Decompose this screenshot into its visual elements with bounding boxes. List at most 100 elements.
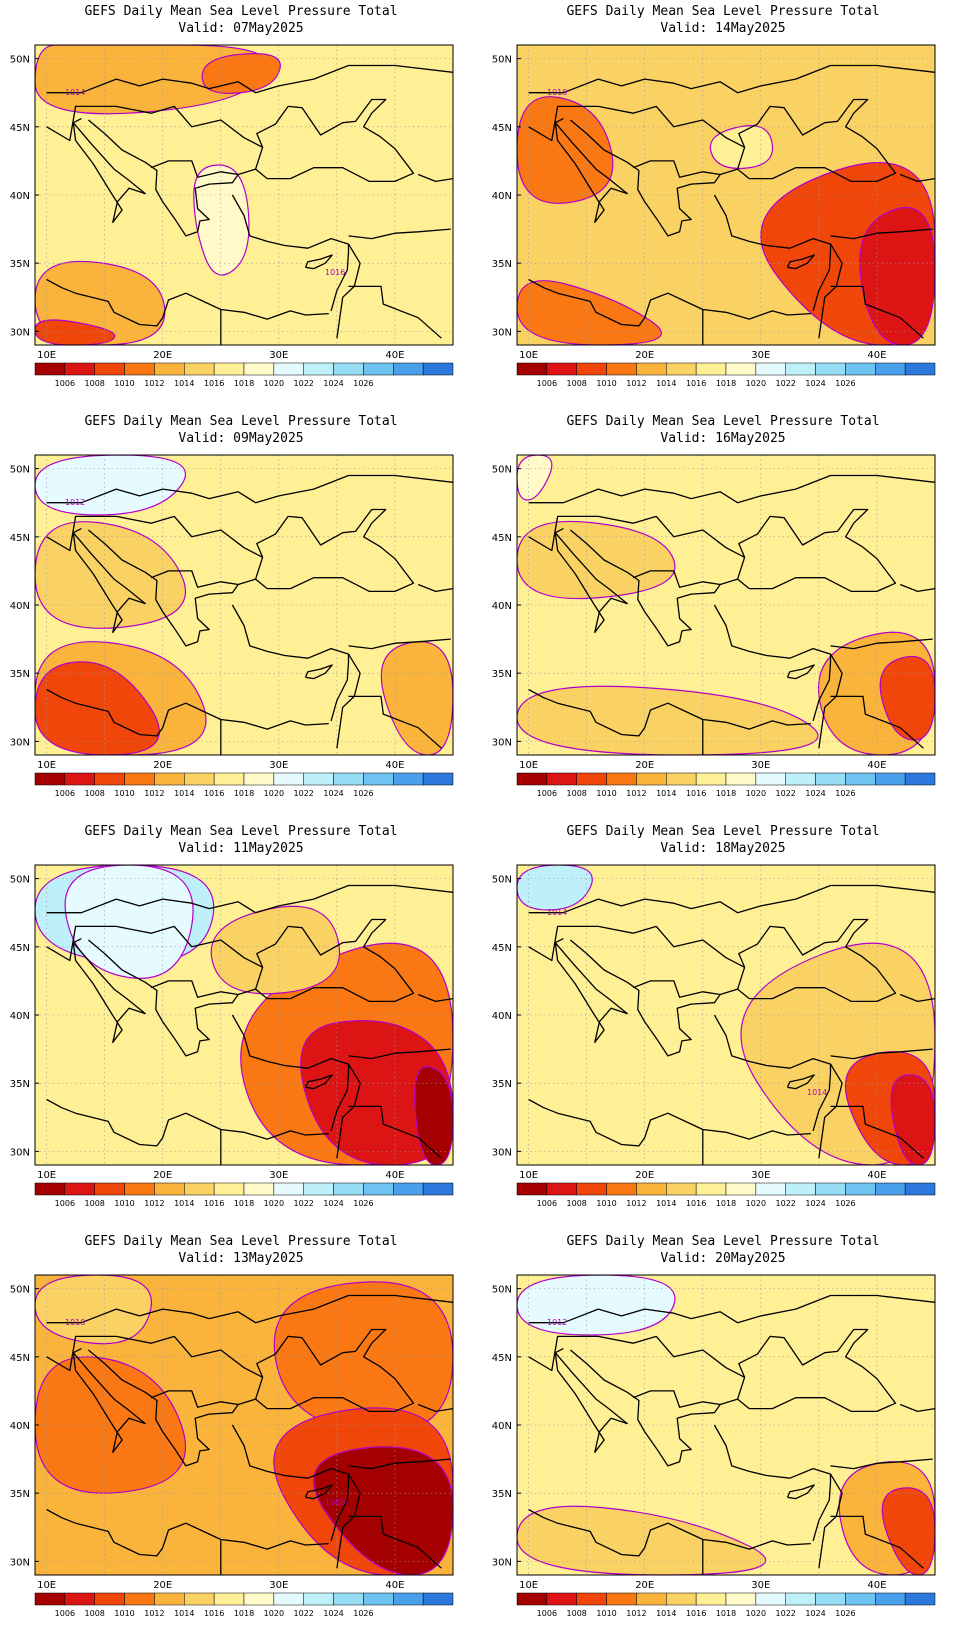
- contour-label: 1014: [547, 908, 567, 917]
- coastline: [569, 119, 750, 237]
- colorbar-swatch: [845, 772, 876, 786]
- coastline: [830, 228, 933, 240]
- colorbar-swatch: [576, 362, 607, 376]
- pressure-region: [517, 865, 593, 911]
- colorbar-label: 1020: [746, 1199, 766, 1208]
- lat-tick-label: 50N: [10, 1285, 30, 1296]
- colorbar-label: 1008: [85, 1199, 105, 1208]
- coastline: [736, 1328, 897, 1413]
- lat-tick-label: 45N: [10, 1353, 30, 1364]
- coastline: [598, 515, 745, 558]
- colorbar-label: 1024: [805, 789, 825, 798]
- panel-title: GEFS Daily Mean Sea Level Pressure Total: [84, 1234, 398, 1249]
- colorbar-label: 1010: [596, 379, 616, 388]
- colorbar-swatch: [546, 772, 577, 786]
- colorbar-label: 1006: [55, 379, 75, 388]
- colorbar-swatch: [333, 1182, 364, 1196]
- colorbar-swatch: [94, 772, 125, 786]
- lon-tick-label: 30E: [269, 350, 288, 361]
- map-panel: GEFS Daily Mean Sea Level Pressure Total…: [482, 410, 964, 820]
- colorbar-swatch: [333, 772, 364, 786]
- panel-title: GEFS Daily Mean Sea Level Pressure Total: [84, 414, 398, 429]
- colorbar-label: 1006: [55, 1609, 75, 1618]
- colorbar-swatch: [94, 1592, 125, 1606]
- lat-tick-label: 50N: [492, 465, 512, 476]
- coastline: [830, 695, 924, 749]
- colorbar-swatch: [695, 1592, 727, 1606]
- coastline: [336, 243, 361, 339]
- lat-tick-label: 30N: [10, 1557, 30, 1568]
- coastline: [528, 884, 935, 914]
- colorbar-label: 1016: [686, 379, 706, 388]
- pressure-region: [210, 905, 340, 995]
- colorbar-swatch: [393, 362, 424, 376]
- colorbar-label: 1022: [776, 1609, 796, 1618]
- colorbar-swatch: [363, 772, 394, 786]
- coastline: [632, 980, 721, 998]
- coastline: [818, 1473, 843, 1569]
- colorbar-swatch: [184, 1592, 215, 1606]
- coastline: [818, 1063, 843, 1159]
- colorbar-label: 1018: [234, 1609, 254, 1618]
- coastline: [554, 1348, 628, 1453]
- pressure-region: [64, 865, 194, 979]
- coastline: [786, 1484, 815, 1500]
- lon-tick-label: 40E: [867, 1170, 886, 1181]
- colorbar-label: 1018: [716, 379, 736, 388]
- colorbar-swatch: [273, 362, 304, 376]
- colorbar-swatch: [184, 772, 215, 786]
- coastline: [254, 1328, 415, 1413]
- lat-tick-label: 45N: [492, 533, 512, 544]
- lon-tick-label: 20E: [153, 760, 172, 771]
- colorbar-swatch: [576, 1182, 607, 1196]
- colorbar-swatch: [546, 1592, 577, 1606]
- coastline: [72, 528, 146, 633]
- colorbar-label: 1018: [234, 1199, 254, 1208]
- colorbar-label: 1008: [85, 1609, 105, 1618]
- colorbar-swatch: [34, 1592, 66, 1606]
- contour-label: 1014: [807, 1088, 827, 1097]
- coastline: [348, 638, 451, 650]
- panel-title: GEFS Daily Mean Sea Level Pressure Total: [84, 824, 398, 839]
- lat-tick-label: 45N: [10, 943, 30, 954]
- colorbar-swatch: [154, 362, 185, 376]
- lon-tick-label: 30E: [751, 1580, 770, 1591]
- colorbar-label: 1018: [716, 1199, 736, 1208]
- coastline: [231, 604, 350, 722]
- coastline: [569, 1349, 750, 1467]
- coastline: [528, 105, 599, 142]
- coastline: [336, 1063, 361, 1159]
- coastline: [528, 688, 811, 737]
- colorbar-swatch: [34, 1182, 66, 1196]
- lon-tick-label: 40E: [385, 350, 404, 361]
- colorbar-swatch: [875, 1182, 906, 1196]
- colorbar-swatch: [184, 1182, 215, 1196]
- coastline: [830, 1105, 924, 1159]
- colorbar-swatch: [695, 362, 727, 376]
- colorbar-swatch: [606, 1592, 637, 1606]
- colorbar-swatch: [154, 772, 185, 786]
- colorbar-swatch: [576, 1592, 607, 1606]
- coastline: [818, 243, 843, 339]
- colorbar-label: 1014: [656, 379, 676, 388]
- lat-tick-label: 40N: [492, 191, 512, 202]
- colorbar-swatch: [273, 1182, 304, 1196]
- coastline: [348, 285, 442, 339]
- coastline: [598, 105, 745, 148]
- lon-tick-label: 10E: [519, 350, 538, 361]
- colorbar-swatch: [124, 1592, 155, 1606]
- colorbar-label: 1016: [686, 789, 706, 798]
- lat-tick-label: 30N: [492, 1557, 512, 1568]
- pressure-region: [380, 641, 453, 755]
- colorbar-label: 1006: [537, 1199, 557, 1208]
- colorbar-label: 1014: [174, 1199, 194, 1208]
- coastline: [116, 1335, 263, 1378]
- coastline: [46, 925, 117, 962]
- lon-tick-label: 20E: [635, 350, 654, 361]
- colorbar-label: 1016: [204, 1609, 224, 1618]
- coastline: [72, 118, 146, 223]
- colorbar-label: 1022: [776, 1199, 796, 1208]
- colorbar-swatch: [273, 1592, 304, 1606]
- coastline: [348, 1458, 451, 1470]
- colorbar-label: 1018: [716, 1609, 736, 1618]
